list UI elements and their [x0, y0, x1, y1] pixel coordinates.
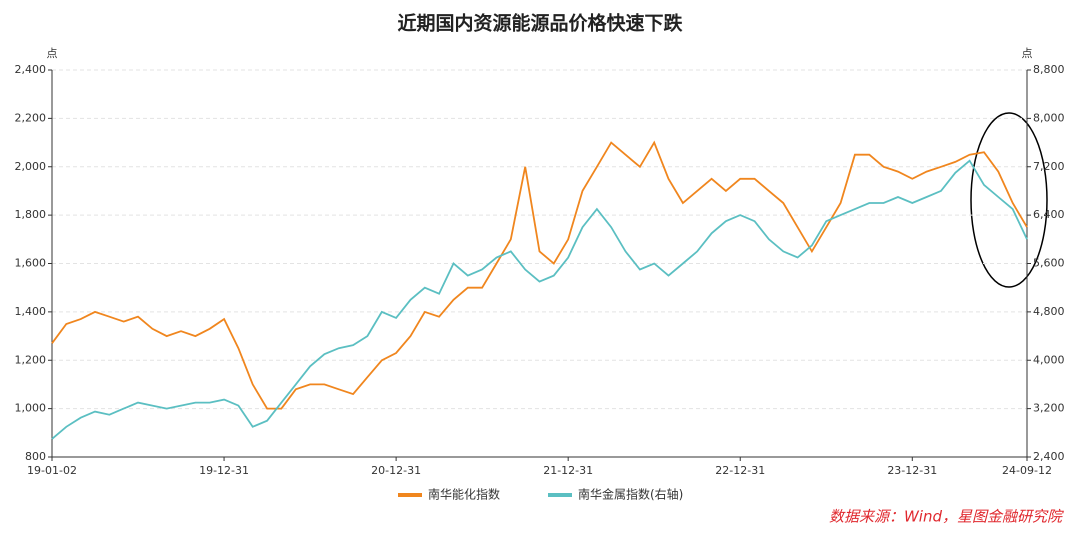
- highlight-ellipse: [970, 112, 1048, 288]
- source-note: 数据来源：Wind，星图金融研究院: [829, 508, 1064, 526]
- y-tick-label: 2,400: [15, 63, 47, 76]
- y2-tick-label: 2,400: [1033, 450, 1065, 463]
- y-tick-label: 2,000: [15, 160, 47, 173]
- x-tick-label: 21-12-31: [543, 464, 593, 477]
- y2-unit: 点: [1022, 47, 1033, 60]
- series-line: [51, 140, 1028, 410]
- legend-label: 南华能化指数: [428, 487, 500, 502]
- y-tick-label: 1,400: [15, 305, 47, 318]
- x-tick-label: 22-12-31: [715, 464, 765, 477]
- y2-tick-label: 6,400: [1033, 208, 1065, 221]
- y2-tick-label: 8,800: [1033, 63, 1065, 76]
- y2-tick-label: 4,000: [1033, 353, 1065, 366]
- y-tick-label: 1,200: [15, 353, 47, 366]
- y2-tick-label: 4,800: [1033, 305, 1065, 318]
- x-tick-label: 24-09-12: [1002, 464, 1052, 477]
- series-line: [51, 159, 1028, 440]
- x-tick-label: 23-12-31: [887, 464, 937, 477]
- legend-label: 南华金属指数(右轴): [578, 487, 683, 502]
- y-tick-label: 800: [25, 450, 46, 463]
- x-tick-label: 20-12-31: [371, 464, 421, 477]
- y-tick-label: 1,600: [15, 257, 47, 270]
- y2-tick-label: 7,200: [1033, 160, 1065, 173]
- chart-title: 近期国内资源能源品价格快速下跌: [397, 12, 683, 35]
- x-tick-label: 19-12-31: [199, 464, 249, 477]
- y-tick-label: 2,200: [15, 111, 47, 124]
- y-tick-label: 1,000: [15, 402, 47, 415]
- x-tick-label: 19-01-02: [27, 464, 77, 477]
- y2-tick-label: 3,200: [1033, 402, 1065, 415]
- y-tick-label: 1,800: [15, 208, 47, 221]
- y-unit: 点: [47, 47, 58, 60]
- y2-tick-label: 8,000: [1033, 111, 1065, 124]
- y2-tick-label: 5,600: [1033, 257, 1065, 270]
